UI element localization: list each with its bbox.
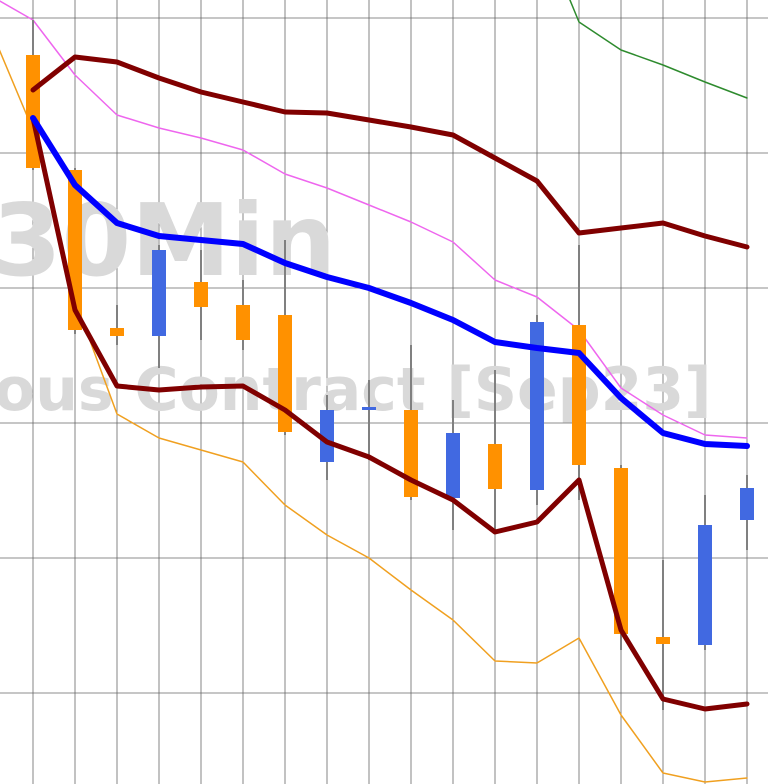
candle — [572, 245, 586, 500]
candle — [194, 250, 208, 340]
candle-body — [236, 305, 250, 340]
candle-body — [614, 468, 628, 634]
candle-body — [194, 282, 208, 307]
candle — [320, 395, 334, 480]
candle — [614, 465, 628, 650]
mid-band-line — [30, 115, 750, 449]
candle — [236, 280, 250, 350]
upper-thin-line — [0, 0, 748, 439]
candle-body — [530, 322, 544, 490]
candle — [446, 400, 460, 530]
green-line-line — [569, 0, 748, 99]
candle-body — [488, 444, 502, 489]
candle — [110, 305, 124, 345]
candle-body — [698, 525, 712, 645]
candle-body — [320, 410, 334, 462]
candle-body — [446, 433, 460, 498]
candle — [698, 495, 712, 650]
candle — [656, 560, 670, 710]
candle — [362, 380, 376, 460]
candle-body — [152, 250, 166, 336]
candle — [530, 315, 544, 505]
candle-body — [740, 488, 754, 520]
candle — [488, 370, 502, 530]
bands — [30, 54, 750, 712]
candle — [278, 240, 292, 435]
thin-lines — [0, 0, 748, 783]
lower-thin-line — [0, 49, 748, 783]
candle — [740, 475, 754, 550]
candle-body — [278, 315, 292, 432]
candle-body — [362, 407, 376, 410]
watermark-interval: 30Min — [0, 182, 336, 299]
outer-band-line — [30, 115, 750, 712]
candle-body — [572, 325, 586, 465]
candle-body — [656, 637, 670, 644]
candle — [152, 245, 166, 368]
outer-band-line — [30, 54, 750, 250]
candle-body — [110, 328, 124, 336]
